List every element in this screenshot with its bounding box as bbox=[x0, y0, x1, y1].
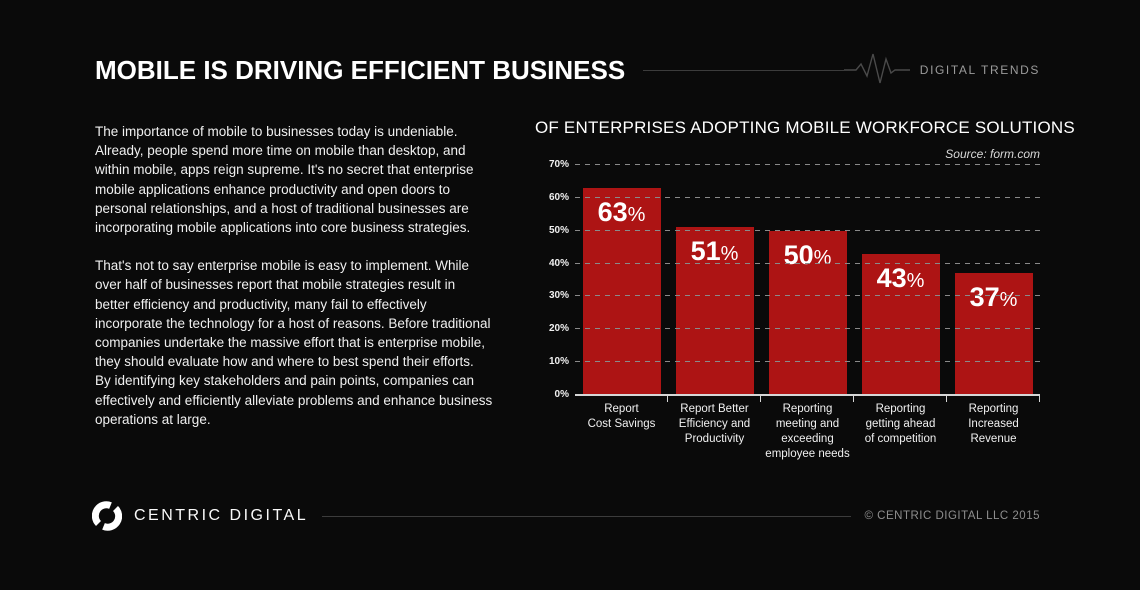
y-tick-label: 0% bbox=[554, 389, 569, 400]
gridline-60 bbox=[575, 196, 1040, 198]
category-label-3: Reporting meeting and exceeding employee ne… bbox=[765, 403, 850, 460]
article-paragraph-2: That's not to say enterprise mobile is e… bbox=[95, 258, 493, 427]
bar-cell: 51% bbox=[668, 165, 761, 395]
header: MOBILE IS DRIVING EFFICIENT BUSINESS DIG… bbox=[95, 52, 1040, 88]
centric-digital-logo-icon bbox=[92, 501, 122, 531]
x-axis-tick bbox=[667, 396, 668, 402]
bar-value-label: 43% bbox=[876, 262, 925, 293]
x-axis-tick bbox=[760, 396, 761, 402]
bar-4: 43% bbox=[861, 253, 940, 395]
bar-5: 37% bbox=[954, 273, 1033, 395]
bar-2: 51% bbox=[675, 227, 754, 395]
gridline-40 bbox=[575, 262, 1040, 264]
x-axis-tick bbox=[853, 396, 854, 402]
category-label-5: Reporting Increased Revenue bbox=[968, 403, 1019, 445]
y-tick-label: 30% bbox=[548, 290, 569, 302]
x-axis-tick bbox=[946, 396, 947, 402]
y-tick-label: 10% bbox=[548, 356, 569, 368]
bar-1: 63% bbox=[582, 188, 661, 395]
x-axis-line bbox=[575, 394, 1040, 396]
bar-cell: 43% bbox=[854, 165, 947, 395]
article-text: The importance of mobile to businesses t… bbox=[95, 122, 493, 429]
header-divider-line bbox=[643, 69, 844, 71]
bar-value-label: 51% bbox=[690, 236, 739, 267]
gridline-10 bbox=[575, 361, 1040, 363]
gridline-70 bbox=[575, 164, 1040, 165]
article-paragraph-1: The importance of mobile to businesses t… bbox=[95, 124, 474, 236]
bar-value-label: 50% bbox=[783, 239, 832, 270]
footer-brand-name: CENTRIC DIGITAL bbox=[134, 507, 309, 524]
gridline-50 bbox=[575, 229, 1040, 231]
bar-cell: 63% bbox=[575, 165, 668, 395]
bar-value-label: 37% bbox=[969, 282, 1018, 313]
x-axis-tick bbox=[1039, 396, 1040, 402]
chart-source: Source: form.com bbox=[945, 147, 1040, 161]
bar-value-label: 63% bbox=[597, 197, 646, 227]
chart-title: OF ENTERPRISES ADOPTING MOBILE WORKFORCE… bbox=[535, 118, 1075, 137]
category-label-1: Report Cost Savings bbox=[587, 403, 656, 430]
bar-cell: 37% bbox=[947, 165, 1040, 395]
y-tick-label: 50% bbox=[548, 224, 569, 236]
y-tick-label: 60% bbox=[548, 191, 569, 203]
chart-plot-area: 0% 10% 20% 30% 40% 50% 60% 70% 63% 51% 50% 43% 37% bbox=[535, 160, 1040, 402]
y-tick-label: 70% bbox=[548, 159, 569, 170]
heartbeat-pulse-icon bbox=[843, 53, 910, 84]
y-tick-label: 20% bbox=[548, 323, 569, 335]
gridline-30 bbox=[575, 295, 1040, 297]
footer-divider-line bbox=[322, 515, 851, 517]
y-axis-labels: 0% 10% 20% 30% 40% 50% 60% 70% bbox=[535, 160, 575, 400]
gridline-20 bbox=[575, 328, 1040, 330]
category-label-4: Reporting getting ahead of competition bbox=[864, 403, 937, 445]
copyright-text: © CENTRIC DIGITAL LLC 2015 bbox=[864, 510, 1040, 522]
category-label-2: Report Better Efficiency and Productivity bbox=[678, 403, 751, 445]
bar-3: 50% bbox=[768, 230, 847, 395]
footer: CENTRIC DIGITAL © CENTRIC DIGITAL LLC 20… bbox=[92, 500, 1040, 532]
chart-plot: 63% 51% 50% 43% 37% bbox=[575, 164, 1040, 402]
digital-trends-label: DIGITAL TRENDS bbox=[919, 63, 1040, 77]
bar-chart: OF ENTERPRISES ADOPTING MOBILE WORKFORCE… bbox=[535, 118, 1075, 462]
x-axis-category-labels: Report Cost Savings Report Better Efficienc… bbox=[575, 402, 1040, 462]
y-tick-label: 40% bbox=[548, 257, 569, 269]
page-title: MOBILE IS DRIVING EFFICIENT BUSINESS bbox=[95, 54, 626, 85]
